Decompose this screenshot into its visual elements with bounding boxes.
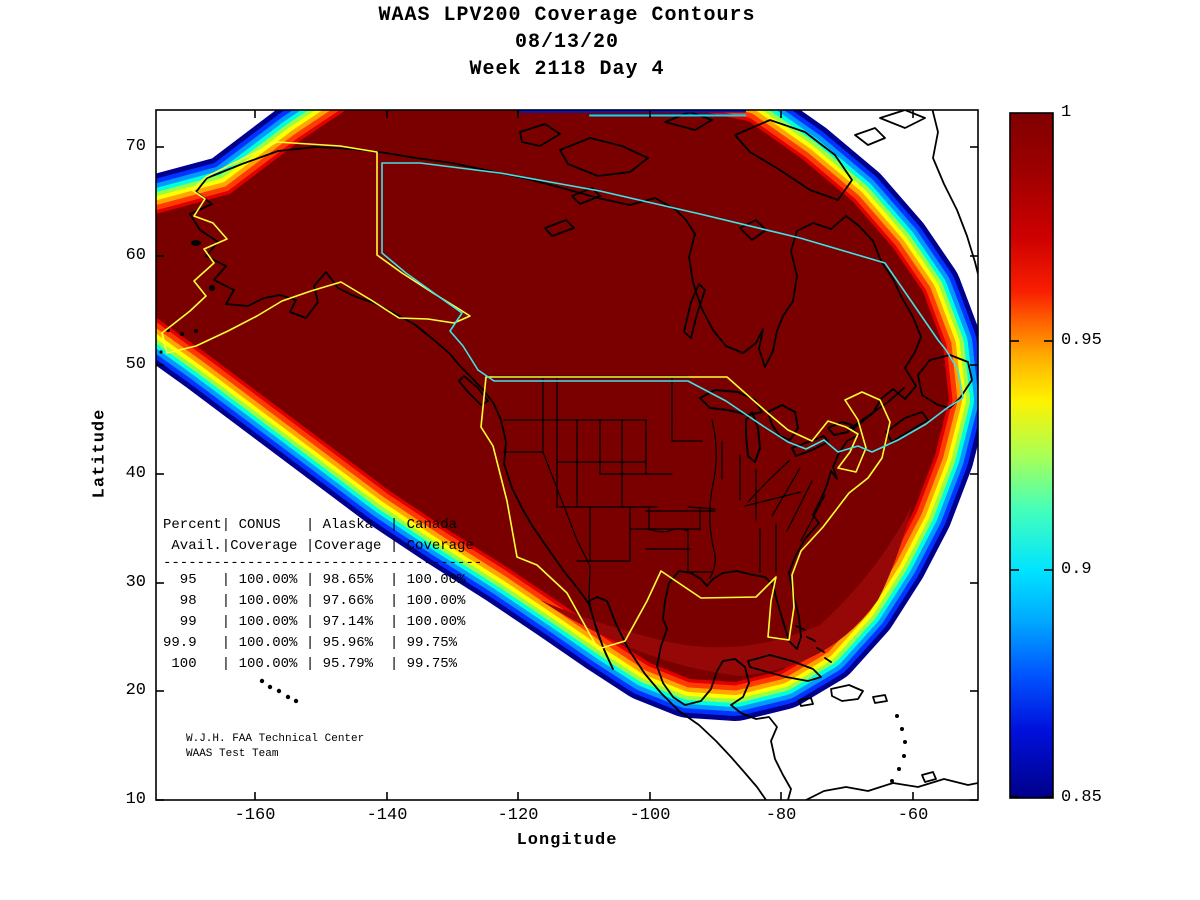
great-slave-lake	[544, 219, 575, 237]
st-lawrence-river	[847, 387, 905, 431]
x-tick--120: -120	[497, 806, 539, 825]
lake-winnipeg	[683, 283, 706, 339]
plot-frame	[155, 109, 979, 801]
alaska-service-volume-outline	[161, 141, 471, 354]
y-tick-40: 40	[125, 464, 146, 483]
y-axis-label: Latitude	[90, 408, 110, 499]
y-tick-20: 20	[125, 681, 146, 700]
coastline-south-america	[805, 778, 978, 800]
chart-subtitle-date: 08/13/20	[514, 31, 619, 54]
credit-line-2: WAAS Test Team	[186, 748, 279, 760]
x-tick--140: -140	[366, 806, 408, 825]
availability-table-separator: --------------------------------------	[163, 555, 483, 571]
availability-table-line: 100 | 100.00% | 95.79% | 99.75%	[163, 656, 458, 672]
chart-subtitle-week: Week 2118 Day 4	[469, 58, 665, 81]
coverage-contours	[156, 110, 948, 681]
y-tick-50: 50	[125, 355, 146, 374]
great-bear-lake	[571, 187, 601, 205]
colorbar-tick-marks	[1010, 340, 1053, 798]
conus-service-volume-outline	[480, 376, 891, 650]
availability-table-line: 95 | 100.00% | 98.65% | 100.00%	[163, 572, 466, 588]
colorbar-tick-09: 0.9	[1061, 560, 1092, 579]
island-jamaica	[798, 697, 814, 707]
availability-table-line: 99.9 | 100.00% | 95.96% | 99.75%	[163, 635, 458, 651]
island-trinidad	[921, 771, 937, 783]
great-lakes	[699, 389, 853, 463]
colorbar-tick-1: 1	[1061, 103, 1072, 122]
island-newfoundland	[917, 354, 973, 409]
island-hispaniola	[830, 684, 864, 702]
vancouver-island	[458, 375, 489, 406]
coastline-pacific-mexico	[189, 177, 767, 800]
availability-table-line: 99 | 100.00% | 97.14% | 100.00%	[163, 614, 466, 630]
island-cuba	[747, 654, 822, 682]
colorbar-tick-095: 0.95	[1061, 331, 1102, 350]
us-state-boundaries	[503, 376, 826, 601]
coastline-greenland	[931, 110, 978, 275]
island-dots	[159, 240, 907, 783]
y-tick-30: 30	[125, 573, 146, 592]
availability-table-line: 98 | 100.00% | 97.66% | 100.00%	[163, 593, 466, 609]
island-puerto-rico	[872, 694, 888, 704]
colorbar	[1009, 112, 1054, 799]
x-tick--100: -100	[629, 806, 671, 825]
x-axis-label: Longitude	[516, 831, 618, 850]
coastline-arctic-atlantic-gulf	[206, 146, 922, 800]
y-tick-70: 70	[125, 137, 146, 156]
chart-title: WAAS LPV200 Coverage Contours	[378, 4, 756, 27]
y-tick-60: 60	[125, 246, 146, 265]
y-tick-10: 10	[125, 790, 146, 809]
colorbar-tick-085: 0.85	[1061, 788, 1102, 807]
map-layers	[159, 110, 978, 800]
availability-table-line: Percent| CONUS | Alaska | Canada	[163, 517, 458, 533]
x-tick--160: -160	[234, 806, 276, 825]
canada-service-volume-outline	[381, 162, 964, 453]
x-tick--60: -60	[897, 806, 929, 825]
credit-line-1: W.J.H. FAA Technical Center	[186, 733, 365, 745]
bahamas	[795, 625, 832, 663]
x-tick--80: -80	[765, 806, 797, 825]
coverage-inner-contour-step	[540, 505, 912, 676]
availability-table-line: Avail.|Coverage |Coverage | Coverage	[163, 538, 474, 554]
availability-table: Percent| CONUS | Alaska | Canada Avail.|…	[163, 515, 482, 675]
axis-tick-marks	[156, 110, 978, 801]
